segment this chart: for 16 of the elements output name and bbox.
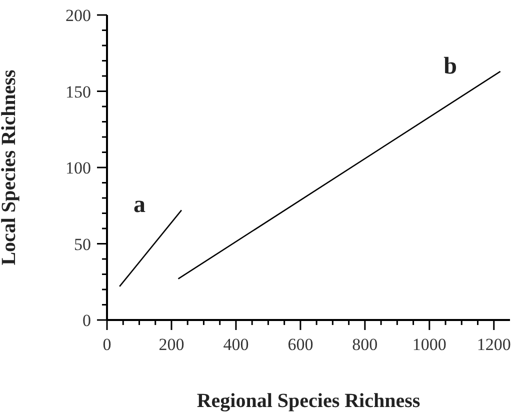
x-tick-label: 200	[158, 335, 184, 354]
x-tick-label: 400	[223, 335, 249, 354]
x-tick-label: 1200	[476, 335, 511, 354]
x-tick-label: 1000	[412, 335, 446, 354]
y-tick-label: 200	[66, 6, 91, 25]
annotation: a	[133, 192, 146, 218]
x-tick-label: 600	[288, 335, 314, 354]
annotation: b	[444, 53, 458, 80]
y-axis-title: Local Species Richness	[0, 70, 20, 266]
x-axis-title: Regional Species Richness	[196, 390, 420, 412]
x-tick-label: 800	[352, 335, 378, 354]
y-tick-label: 0	[82, 311, 91, 330]
y-tick-label: 50	[74, 234, 91, 254]
y-tick-label: 100	[66, 158, 91, 178]
y-tick-label: 150	[66, 82, 91, 102]
x-tick-label: 0	[102, 335, 112, 354]
